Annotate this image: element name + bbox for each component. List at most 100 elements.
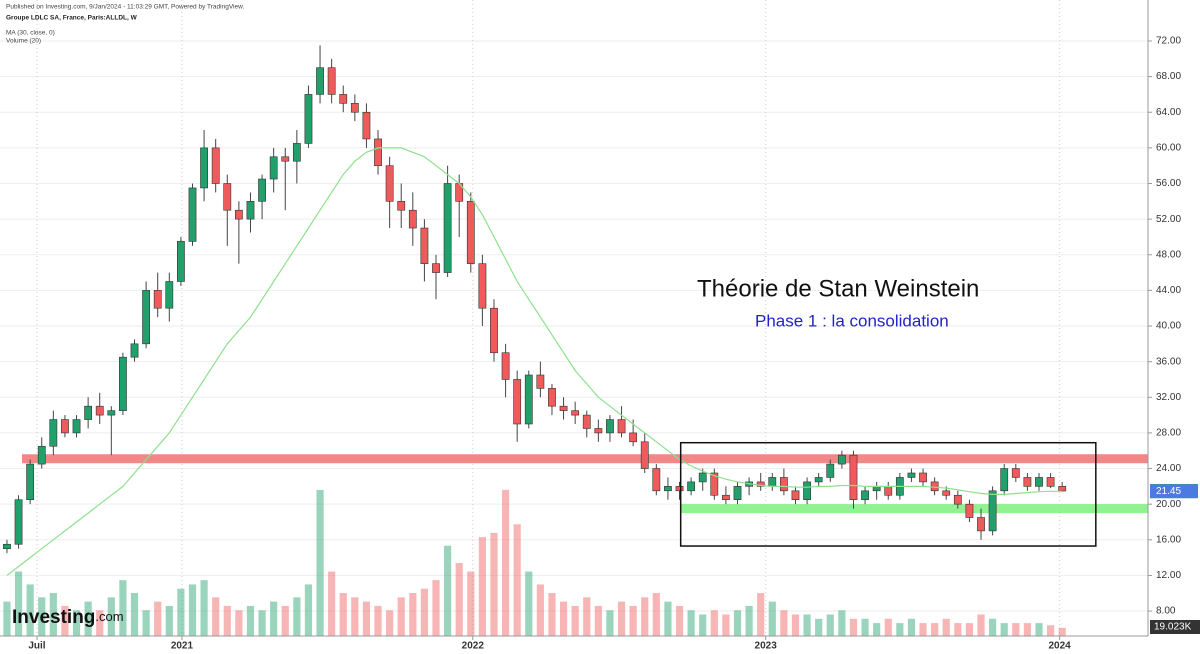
volume-bar bbox=[803, 614, 811, 636]
candle-body bbox=[478, 263, 487, 309]
candle-body bbox=[884, 486, 893, 496]
candle-body bbox=[977, 517, 985, 532]
candle-body bbox=[26, 463, 35, 501]
candle-body bbox=[513, 379, 522, 425]
volume-bar bbox=[548, 593, 556, 636]
ma-badge: 21.45 bbox=[1156, 486, 1181, 497]
volume-bar bbox=[989, 618, 997, 636]
y-tick-label: 72.00 bbox=[1156, 36, 1181, 47]
volume-bar bbox=[281, 605, 289, 636]
candle-body bbox=[803, 481, 811, 501]
volume-bar bbox=[328, 571, 336, 636]
volume-bar bbox=[38, 597, 46, 636]
candle-body bbox=[640, 441, 649, 469]
candle-body bbox=[559, 405, 568, 411]
candle-body bbox=[84, 405, 93, 420]
ma-line bbox=[6, 147, 1063, 576]
logo: Investing.com bbox=[12, 607, 124, 628]
candle-body bbox=[1046, 477, 1055, 487]
volume-bar bbox=[316, 489, 324, 636]
volume-bar bbox=[386, 610, 394, 636]
volume-bar bbox=[965, 623, 974, 636]
volume-bar bbox=[861, 618, 869, 636]
candle-body bbox=[49, 419, 58, 447]
x-tick-label: 2021 bbox=[171, 641, 194, 652]
candle-body bbox=[1035, 477, 1043, 487]
candle-body bbox=[443, 183, 452, 273]
volume-bar bbox=[606, 610, 614, 636]
volume-bar bbox=[919, 623, 927, 636]
candle-body bbox=[420, 227, 429, 264]
candle-body bbox=[849, 454, 858, 501]
volume-bar bbox=[954, 623, 962, 636]
y-tick-label: 68.00 bbox=[1156, 71, 1181, 82]
candle-body bbox=[385, 165, 394, 202]
volume-bar bbox=[26, 584, 34, 636]
volume-bar bbox=[420, 588, 429, 636]
y-tick-label: 32.00 bbox=[1156, 392, 1181, 403]
x-tick-label: 2022 bbox=[462, 641, 485, 652]
volume-bar bbox=[791, 614, 800, 636]
y-tick-label: 36.00 bbox=[1156, 356, 1181, 367]
volume-bar bbox=[165, 605, 173, 636]
y-tick-label: 20.00 bbox=[1156, 499, 1181, 510]
volume-bar bbox=[212, 597, 220, 636]
candle-body bbox=[814, 477, 823, 483]
x-tick-label: 2023 bbox=[755, 641, 778, 652]
candle-body bbox=[304, 94, 313, 144]
candle-body bbox=[582, 414, 591, 429]
candle-body bbox=[142, 290, 151, 345]
candle-body bbox=[432, 263, 440, 273]
support-band bbox=[680, 504, 1148, 514]
volume-bar bbox=[896, 623, 904, 636]
candle-body bbox=[119, 356, 127, 411]
candle-body bbox=[617, 419, 626, 434]
volume-bar bbox=[513, 524, 521, 636]
candle-body bbox=[397, 201, 406, 211]
volume-bar bbox=[675, 605, 684, 636]
volume-bar bbox=[72, 610, 81, 636]
volume-bar bbox=[188, 584, 197, 636]
volume-bar bbox=[710, 610, 718, 636]
y-tick-label: 52.00 bbox=[1156, 214, 1181, 225]
chart-title: Théorie de Stan Weinstein bbox=[697, 275, 979, 302]
candle-body bbox=[258, 178, 266, 202]
candle-body bbox=[374, 138, 382, 166]
candle-body bbox=[675, 486, 684, 492]
volume-bar bbox=[1023, 623, 1031, 636]
y-tick-label: 44.00 bbox=[1156, 285, 1181, 296]
candle-body bbox=[953, 494, 962, 505]
volume-bar bbox=[942, 618, 950, 636]
volume-bar bbox=[478, 537, 486, 636]
candle-body bbox=[629, 432, 638, 443]
volume-bar bbox=[490, 532, 498, 636]
volume-bar bbox=[501, 489, 510, 636]
y-tick-label: 56.00 bbox=[1156, 178, 1181, 189]
candle-body bbox=[826, 463, 835, 478]
candle-body bbox=[327, 67, 336, 95]
y-tick-label: 12.00 bbox=[1156, 570, 1181, 581]
candle-body bbox=[942, 490, 951, 496]
candle-body bbox=[861, 490, 869, 501]
volume-bar bbox=[768, 601, 776, 636]
y-tick-label: 24.00 bbox=[1156, 463, 1181, 474]
candle-body bbox=[188, 187, 197, 242]
volume-bar bbox=[49, 593, 57, 636]
volume-bar bbox=[873, 623, 881, 636]
volume-bar bbox=[907, 618, 916, 636]
candle-body bbox=[211, 147, 220, 184]
volume-bar bbox=[1058, 627, 1066, 636]
candle-body bbox=[246, 201, 255, 220]
logo-text: Investing bbox=[12, 607, 95, 628]
volume-bar bbox=[641, 597, 649, 636]
volume-bar bbox=[397, 597, 405, 636]
volume-bar bbox=[1012, 623, 1020, 636]
volume-bar bbox=[571, 605, 579, 636]
volume-bar bbox=[1046, 625, 1055, 636]
x-tick-label: Juil bbox=[28, 641, 45, 652]
candle-body bbox=[536, 374, 545, 389]
volume-bar bbox=[258, 610, 266, 636]
candle-body bbox=[177, 241, 185, 282]
candle-body bbox=[14, 499, 23, 545]
